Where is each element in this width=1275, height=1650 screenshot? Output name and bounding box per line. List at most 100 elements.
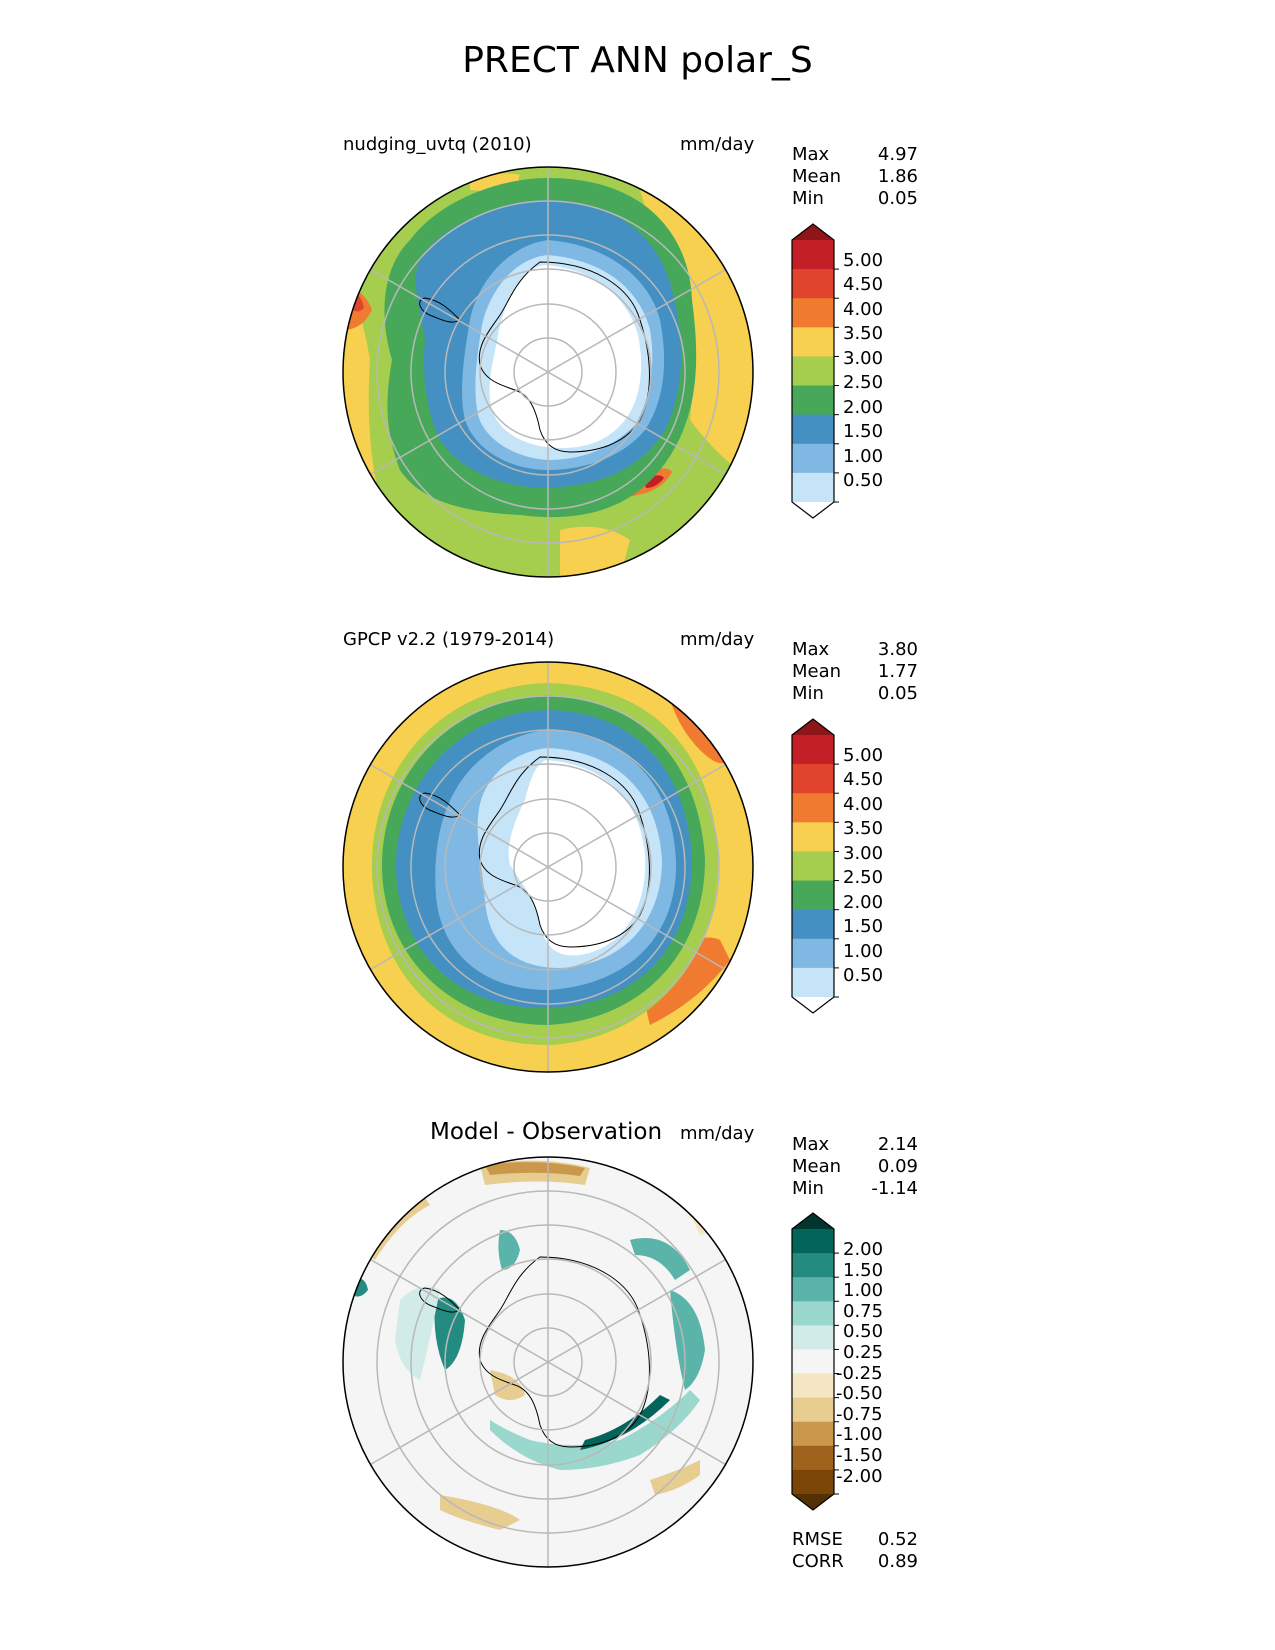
colorbar-swatch (792, 1253, 834, 1278)
colorbar-swatch (792, 1349, 834, 1375)
map-ref-border (342, 661, 754, 1073)
stat-label: Min (792, 188, 824, 209)
stat-value: 0.05 (877, 683, 918, 704)
colorbar-test (791, 223, 839, 519)
stat-label: Max (792, 144, 830, 165)
colorbar-extend-top (792, 224, 834, 240)
stat-value: 2.14 (877, 1134, 918, 1155)
stat-value: 0.09 (877, 1156, 918, 1177)
colorbar-tick-label: -0.75 (836, 1404, 883, 1425)
colorbar-tick-label: -2.00 (836, 1466, 883, 1487)
colorbar-tick-label: 1.50 (843, 1260, 884, 1281)
stat-label: Max (792, 639, 830, 660)
page-title: PRECT ANN polar_S (462, 40, 813, 81)
colorbar-tick-label: 0.75 (843, 1301, 884, 1322)
colorbar-swatch (792, 1325, 834, 1350)
stat-value: -1.14 (871, 1178, 918, 1199)
colorbar-swatch (792, 793, 834, 823)
map-test-border (342, 166, 754, 578)
colorbar-swatch (792, 298, 834, 328)
colorbar-extend-bottom (792, 502, 834, 518)
colorbar-tick-label: 4.50 (843, 274, 884, 295)
stat-value: 0.89 (877, 1551, 918, 1572)
colorbar-swatch (792, 240, 834, 270)
colorbar-tick-label: 1.00 (843, 1280, 884, 1301)
colorbar-swatch (792, 735, 834, 765)
colorbar-swatch (792, 1397, 834, 1423)
map-diff-border (342, 1156, 754, 1568)
colorbar-swatch (792, 443, 834, 474)
colorbar-tick-label: 1.00 (843, 446, 884, 467)
colorbar-swatch (792, 356, 834, 387)
colorbar-swatch (792, 822, 834, 852)
colorbar-tick-label: 0.25 (843, 1342, 884, 1363)
colorbar-ref (791, 718, 839, 1014)
colorbar-swatch (792, 1421, 834, 1447)
colorbar-tick-label: 2.50 (843, 372, 884, 393)
colorbar-swatch (792, 414, 834, 445)
panel-title-diff: Model - Observation (430, 1119, 663, 1145)
colorbar-tick-label: 3.50 (843, 818, 884, 839)
colorbar-tick-label: -1.00 (836, 1424, 883, 1445)
colorbar-tick-label: 4.00 (843, 794, 884, 815)
colorbar-swatch (792, 269, 834, 299)
colorbar-swatch (792, 1445, 834, 1471)
colorbar-tick-label: 2.00 (843, 892, 884, 913)
panel-title-test: nudging_uvtq (2010) (343, 134, 532, 155)
colorbar-tick-label: 2.00 (843, 397, 884, 418)
stat-label: Mean (792, 661, 842, 682)
stat-label: CORR (792, 1551, 844, 1572)
units-test: mm/day (680, 134, 755, 155)
colorbar-tick-label: 3.00 (843, 348, 884, 369)
stat-label: Mean (792, 1156, 842, 1177)
map-ref (343, 662, 753, 1072)
colorbar-swatch (792, 385, 834, 416)
stat-label: Min (792, 683, 824, 704)
colorbar-tick-label: 2.00 (843, 1239, 884, 1260)
colorbar-diff (791, 1212, 839, 1511)
colorbar-extend-bottom (792, 997, 834, 1013)
colorbar-tick-label: 5.00 (843, 745, 884, 766)
colorbar-swatch (792, 909, 834, 940)
colorbar-extend-top (792, 719, 834, 735)
units-diff: mm/day (680, 1123, 755, 1144)
colorbar-swatch (792, 327, 834, 357)
colorbar-swatch (792, 1229, 834, 1254)
colorbar-tick-label: 2.50 (843, 867, 884, 888)
colorbar-tick-label: 3.00 (843, 843, 884, 864)
colorbar-swatch (792, 472, 834, 503)
stat-value: 1.86 (877, 166, 918, 187)
colorbar-extend-top (792, 1213, 834, 1229)
colorbar-swatch (792, 851, 834, 882)
colorbar-tick-label: 4.00 (843, 299, 884, 320)
stat-value: 0.05 (877, 188, 918, 209)
colorbar-swatch (792, 938, 834, 969)
colorbar-swatch (792, 880, 834, 911)
colorbar-tick-label: 0.50 (843, 1321, 884, 1342)
colorbar-swatch (792, 764, 834, 794)
colorbar-tick-label: 3.50 (843, 323, 884, 344)
stat-value: 3.80 (877, 639, 918, 660)
map-test (343, 167, 753, 577)
stat-value: 4.97 (877, 144, 918, 165)
colorbar-swatch (792, 1373, 834, 1399)
stat-label: Min (792, 1178, 824, 1199)
colorbar-tick-label: 5.00 (843, 250, 884, 271)
colorbar-swatch (792, 967, 834, 998)
colorbar-swatch (792, 1469, 834, 1495)
colorbar-tick-label: 1.50 (843, 916, 884, 937)
colorbar-tick-label: 0.50 (843, 965, 884, 986)
colorbar-swatch (792, 1277, 834, 1302)
stat-label: RMSE (792, 1529, 843, 1550)
panel-title-ref: GPCP v2.2 (1979-2014) (343, 629, 555, 650)
colorbar-tick-label: -0.50 (836, 1383, 883, 1404)
colorbar-extend-bottom (792, 1494, 834, 1510)
stat-label: Max (792, 1134, 830, 1155)
colorbar-tick-label: 4.50 (843, 769, 884, 790)
units-ref: mm/day (680, 629, 755, 650)
colorbar-tick-label: 1.00 (843, 941, 884, 962)
colorbar-tick-label: 1.50 (843, 421, 884, 442)
stat-value: 0.52 (877, 1529, 918, 1550)
stat-value: 1.77 (877, 661, 918, 682)
